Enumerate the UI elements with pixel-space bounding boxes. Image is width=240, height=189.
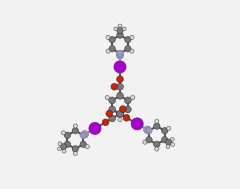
- Circle shape: [143, 140, 147, 144]
- Circle shape: [125, 106, 131, 113]
- Circle shape: [73, 152, 77, 156]
- Circle shape: [123, 114, 130, 121]
- Circle shape: [117, 50, 123, 57]
- Circle shape: [125, 97, 131, 104]
- Circle shape: [106, 35, 110, 39]
- Circle shape: [89, 122, 101, 135]
- Circle shape: [109, 36, 115, 43]
- Circle shape: [102, 119, 109, 126]
- Circle shape: [81, 131, 89, 138]
- Circle shape: [155, 147, 159, 151]
- Circle shape: [58, 142, 62, 146]
- Circle shape: [73, 124, 77, 128]
- Circle shape: [64, 141, 71, 148]
- Circle shape: [117, 27, 123, 34]
- Circle shape: [117, 92, 123, 99]
- Circle shape: [167, 126, 171, 130]
- Circle shape: [122, 27, 126, 31]
- Circle shape: [125, 36, 131, 43]
- Circle shape: [106, 110, 113, 117]
- Circle shape: [116, 51, 124, 59]
- Circle shape: [162, 128, 168, 134]
- Circle shape: [111, 83, 118, 90]
- Circle shape: [125, 46, 131, 52]
- Circle shape: [120, 106, 126, 112]
- Circle shape: [117, 76, 123, 83]
- Circle shape: [62, 149, 66, 153]
- Circle shape: [85, 145, 89, 149]
- Circle shape: [109, 46, 115, 52]
- Circle shape: [130, 35, 134, 39]
- Circle shape: [130, 49, 134, 53]
- Circle shape: [109, 97, 115, 104]
- Circle shape: [146, 128, 152, 134]
- Circle shape: [114, 61, 126, 73]
- Circle shape: [154, 141, 160, 148]
- Circle shape: [117, 83, 123, 90]
- Circle shape: [72, 128, 78, 134]
- Circle shape: [167, 140, 171, 144]
- Circle shape: [155, 119, 159, 124]
- Circle shape: [61, 145, 66, 149]
- Circle shape: [118, 28, 122, 33]
- Circle shape: [118, 24, 122, 28]
- Circle shape: [146, 137, 152, 143]
- Circle shape: [117, 111, 123, 117]
- Circle shape: [166, 139, 172, 145]
- Circle shape: [61, 131, 66, 135]
- Circle shape: [72, 146, 78, 152]
- Circle shape: [144, 126, 151, 134]
- Circle shape: [118, 118, 122, 122]
- Circle shape: [171, 143, 174, 146]
- Circle shape: [105, 95, 109, 100]
- Circle shape: [109, 106, 115, 113]
- Circle shape: [106, 49, 110, 53]
- Circle shape: [117, 32, 123, 38]
- Circle shape: [80, 132, 86, 139]
- Circle shape: [131, 118, 143, 130]
- Circle shape: [170, 137, 174, 141]
- Circle shape: [60, 143, 66, 150]
- Circle shape: [64, 132, 71, 139]
- Circle shape: [114, 27, 118, 31]
- Circle shape: [80, 141, 86, 148]
- Circle shape: [154, 123, 160, 129]
- Circle shape: [131, 95, 135, 100]
- Circle shape: [109, 115, 115, 122]
- Circle shape: [117, 111, 123, 117]
- Circle shape: [162, 137, 168, 143]
- Circle shape: [58, 147, 61, 151]
- Circle shape: [166, 145, 170, 149]
